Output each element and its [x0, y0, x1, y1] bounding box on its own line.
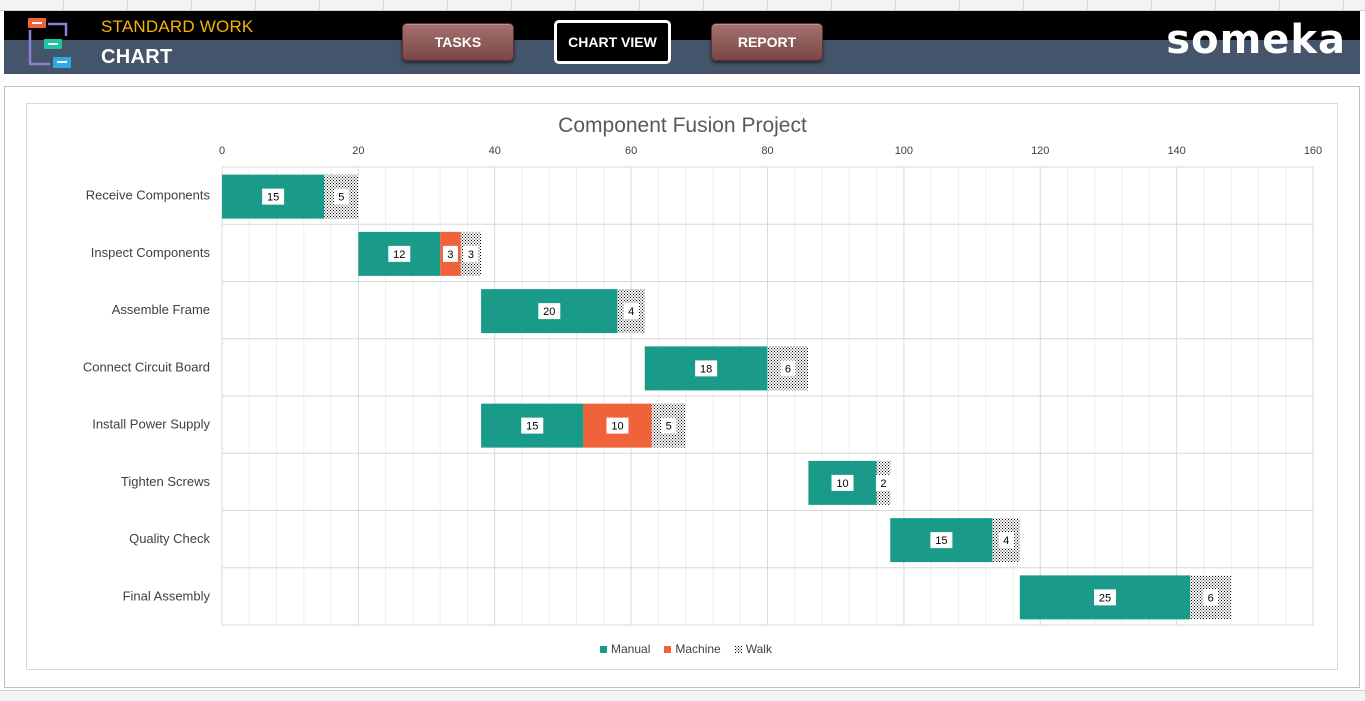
chart-view-button[interactable]: CHART VIEW	[554, 20, 671, 64]
data-label-box	[780, 360, 796, 377]
x-tick-label: 140	[1167, 145, 1185, 157]
x-tick-label: 100	[895, 145, 913, 157]
data-label-walk: 3	[468, 249, 474, 261]
data-label-box	[623, 303, 639, 320]
data-label-box	[463, 245, 479, 262]
data-label-box	[333, 188, 349, 205]
legend-item-walk: Walk	[734, 642, 772, 656]
x-tick-label: 120	[1031, 145, 1049, 157]
x-tick-label: 40	[489, 145, 501, 157]
data-label-manual: 18	[700, 363, 712, 375]
data-label-machine: 3	[447, 249, 453, 261]
data-label-walk: 4	[628, 306, 634, 318]
data-label-box	[538, 303, 561, 320]
x-tick-label: 60	[625, 145, 637, 157]
category-label: Connect Circuit Board	[83, 359, 210, 374]
data-label-machine: 10	[611, 421, 623, 433]
data-label-box	[661, 417, 677, 434]
data-label-manual: 25	[1099, 592, 1111, 604]
chart-legend: Manual Machine Walk	[600, 642, 772, 656]
category-label: Final Assembly	[123, 588, 211, 603]
data-label-box	[831, 474, 854, 491]
data-label-box	[1094, 589, 1117, 606]
x-tick-label: 160	[1304, 145, 1322, 157]
category-label: Assemble Frame	[112, 302, 210, 317]
legend-item-machine: Machine	[664, 642, 721, 656]
data-label-box	[521, 417, 544, 434]
data-label-walk: 4	[1003, 535, 1009, 547]
x-tick-label: 80	[761, 145, 773, 157]
data-label-box	[388, 245, 411, 262]
x-tick-label: 20	[352, 145, 364, 157]
legend-item-manual: Manual	[600, 642, 650, 656]
data-label-walk: 2	[880, 478, 886, 490]
data-label-manual: 15	[935, 535, 947, 547]
x-tick-label: 0	[219, 145, 225, 157]
standard-work-logo-icon	[28, 18, 71, 68]
report-button[interactable]: REPORT	[711, 23, 823, 61]
data-label-box	[1203, 589, 1219, 606]
data-label-walk: 5	[666, 421, 672, 433]
app-title-top: STANDARD WORK	[101, 17, 254, 36]
category-label: Quality Check	[129, 531, 210, 546]
tasks-button[interactable]: TASKS	[402, 23, 514, 61]
data-label-walk: 6	[785, 363, 791, 375]
app-header: STANDARD WORK CHART TASKS CHART VIEW REP…	[4, 11, 1360, 74]
chart-title: Component Fusion Project	[558, 114, 807, 137]
spreadsheet-column-strip	[0, 0, 1365, 11]
app-title-bottom: CHART	[101, 46, 173, 68]
category-label: Install Power Supply	[92, 417, 210, 432]
chart-area[interactable]	[26, 103, 1338, 670]
someka-brand-logo[interactable]: someka	[1166, 17, 1346, 63]
data-label-box	[998, 532, 1014, 549]
data-label-manual: 15	[526, 421, 538, 433]
data-label-box	[695, 360, 718, 377]
category-label: Tighten Screws	[121, 474, 211, 489]
data-label-box	[262, 188, 285, 205]
data-label-manual: 15	[267, 192, 279, 204]
sheet-tab-strip	[0, 690, 1365, 701]
legend-label-walk: Walk	[745, 642, 772, 656]
legend-label-machine: Machine	[675, 642, 721, 656]
data-label-manual: 10	[836, 478, 848, 490]
data-label-walk: 6	[1208, 592, 1214, 604]
data-label-manual: 20	[543, 306, 555, 318]
legend-swatch-walk	[734, 645, 742, 653]
data-label-walk: 5	[338, 192, 344, 204]
data-label-box	[606, 417, 629, 434]
data-label-manual: 12	[393, 249, 405, 261]
category-label: Receive Components	[86, 188, 211, 203]
legend-swatch-manual	[600, 645, 607, 653]
legend-label-manual: Manual	[611, 642, 651, 656]
data-label-box	[875, 474, 891, 491]
data-label-box	[930, 532, 953, 549]
legend-swatch-machine	[664, 645, 672, 653]
data-label-box	[442, 245, 458, 262]
category-label: Inspect Components	[91, 245, 211, 260]
